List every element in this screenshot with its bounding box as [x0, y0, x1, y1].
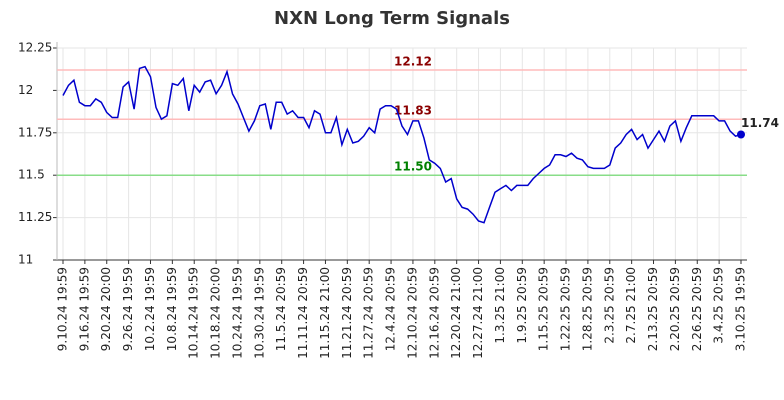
x-tick-label: 11.11.24 20:59 — [296, 267, 310, 359]
y-tick-label: 11.5 — [18, 168, 45, 182]
x-tick-label: 10.14.24 19:59 — [187, 267, 201, 359]
x-tick-label: 9.16.24 19:59 — [77, 267, 91, 351]
price-line — [62, 65, 742, 224]
x-tick-label: 10.30.24 19:59 — [252, 267, 266, 359]
y-tick-label: 12 — [18, 83, 33, 97]
x-tick-label: 11.27.24 20:59 — [362, 267, 376, 359]
x-tick-label: 9.26.24 19:59 — [121, 267, 135, 351]
y-tick-label: 11 — [18, 253, 33, 267]
x-tick-label: 11.15.24 21:00 — [318, 267, 332, 359]
x-tick-label: 1.28.25 20:59 — [580, 267, 594, 351]
x-tick-label: 2.3.25 20:59 — [602, 267, 616, 344]
x-tick-label: 1.9.25 20:59 — [515, 267, 529, 344]
x-tick-label: 1.22.25 20:59 — [559, 267, 573, 351]
last-point — [737, 130, 745, 139]
x-tick-label: 11.5.24 20:59 — [274, 267, 288, 351]
chart-title: NXN Long Term Signals — [274, 8, 510, 29]
x-tick-label: 12.27.24 21:00 — [471, 267, 485, 359]
x-tick-label: 11.21.24 20:59 — [340, 267, 354, 359]
y-tick-label: 12.25 — [18, 41, 52, 55]
x-tick-label: 1.3.25 21:00 — [493, 267, 507, 344]
signal-label: 11.83 — [394, 104, 432, 118]
y-tick-label: 11.75 — [18, 125, 52, 139]
x-tick-label: 10.18.24 20:00 — [209, 267, 223, 359]
x-tick-label: 2.20.25 20:59 — [668, 267, 682, 351]
x-tick-label: 9.10.24 19:59 — [56, 267, 70, 351]
x-tick-label: 3.10.25 19:59 — [734, 267, 748, 351]
x-tick-label: 12.16.24 20:59 — [427, 267, 441, 359]
x-tick-label: 1.15.25 20:59 — [537, 267, 551, 351]
x-tick-label: 12.10.24 20:59 — [405, 267, 419, 359]
x-tick-label: 9.20.24 20:00 — [99, 267, 113, 351]
x-tick-label: 10.24.24 19:59 — [230, 267, 244, 359]
x-tick-label: 2.26.25 20:59 — [690, 267, 704, 351]
x-tick-label: 2.13.25 20:59 — [646, 267, 660, 351]
x-tick-label: 12.20.24 21:00 — [449, 267, 463, 359]
signal-label: 11.50 — [394, 160, 432, 174]
x-tick-label: 10.2.24 19:59 — [143, 267, 157, 351]
last-value-label: 11.74 — [741, 116, 779, 130]
x-tick-label: 2.7.25 21:00 — [624, 267, 638, 344]
x-tick-label: 3.4.25 20:59 — [712, 267, 726, 344]
x-tick-label: 12.4.24 20:59 — [384, 267, 398, 351]
x-tick-label: 10.8.24 19:59 — [165, 267, 179, 351]
y-tick-label: 11.25 — [18, 210, 52, 224]
signal-label: 12.12 — [394, 55, 432, 69]
